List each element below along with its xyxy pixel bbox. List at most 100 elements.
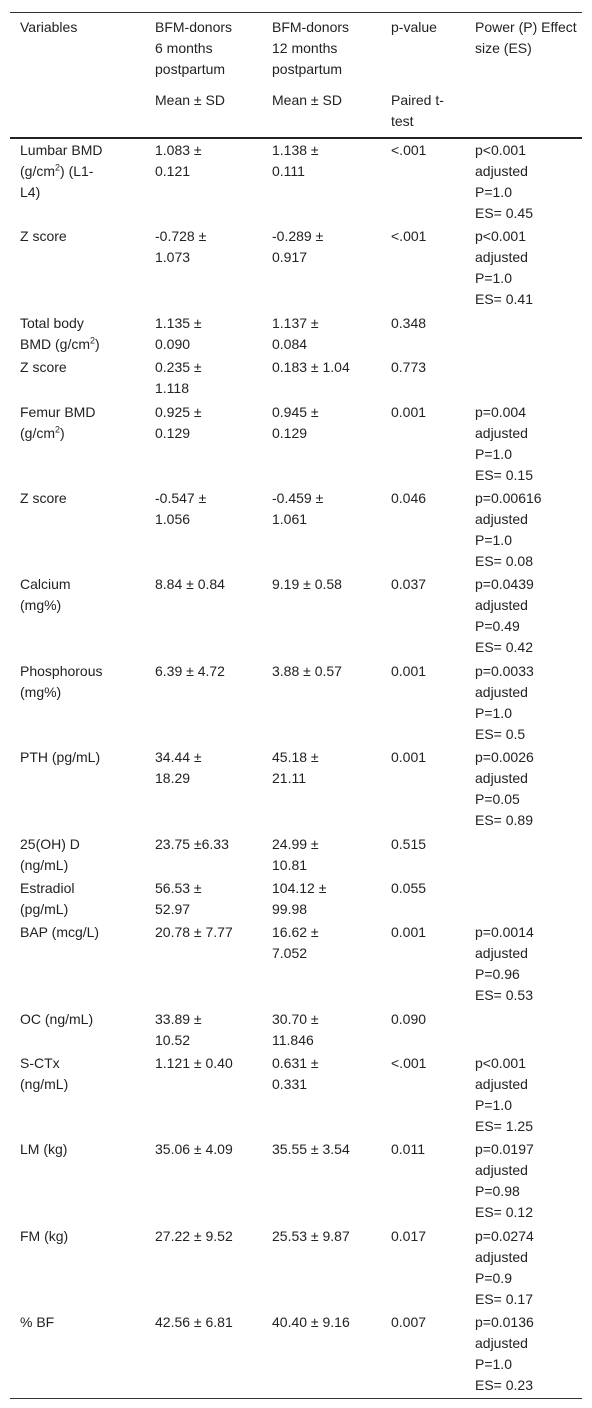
cell-text: Variables — [20, 19, 78, 35]
cell-text: 9.19 ± 0.58 — [272, 576, 342, 593]
cell-line: p=0.0136 — [475, 1314, 534, 1331]
cell-text: 0.007 — [391, 1314, 427, 1331]
cell-text: 0.235 ± 1.118 — [155, 359, 202, 397]
cell-text: 56.53 ± 52.97 — [155, 879, 202, 917]
table-row: Lumbar BMD (g/cm2) (L1-L4) 1.083 ± 0.121 1… — [10, 138, 582, 225]
cell-text: 23.75 ±6.33 — [155, 835, 229, 852]
table-cell: 0.348 — [381, 312, 465, 356]
table-cell: -0.728 ± 1.073 — [145, 225, 262, 311]
table-cell: Estradiol (pg/mL) — [10, 877, 145, 921]
table-cell: 0.183 ± 1.04 — [262, 356, 381, 400]
cell-line: P=1.0 — [475, 531, 512, 548]
header-cell: Variables — [10, 13, 145, 86]
header-cell: Paired t-test — [381, 85, 465, 139]
cell-line: P=0.9 — [475, 1269, 512, 1286]
table-cell: 20.78 ± 7.77 — [145, 921, 262, 1007]
cell-text: <.001 — [391, 228, 427, 245]
cell-text: 0.001 — [391, 403, 427, 420]
table-row: Phosphorous (mg%) 6.39 ± 4.72 3.88 ± 0.57 0… — [10, 660, 582, 746]
table-cell: 0.945 ± 0.129 — [262, 401, 381, 487]
cell-text: 0.001 — [391, 924, 427, 941]
table-cell: LM (kg) — [10, 1138, 145, 1224]
table-cell: 1.138 ± 0.111 — [262, 138, 381, 225]
table-cell: Z score — [10, 225, 145, 311]
cell-text: FM (kg) — [20, 1227, 69, 1244]
table-row: Estradiol (pg/mL) 56.53 ± 52.97 104.12 ± 9… — [10, 877, 582, 921]
table-row: S-CTx (ng/mL) 1.121 ± 0.40 0.631 ± 0.331 <.… — [10, 1052, 582, 1138]
table-cell: 35.06 ± 4.09 — [145, 1138, 262, 1224]
cell-text: 0.925 ± 0.129 — [155, 403, 202, 441]
table-cell: p=0.0136 adjusted P=1.0 ES= 0.23 — [465, 1311, 582, 1398]
table-cell: 23.75 ±6.33 — [145, 833, 262, 877]
cell-text: Z score — [20, 228, 67, 245]
cell-line: ES= 1.25 — [475, 1118, 533, 1135]
cell-text: Paired t-test — [391, 92, 444, 129]
table-cell: 0.001 — [381, 660, 465, 746]
cell-text: 0.011 — [391, 1141, 425, 1158]
cell-line: adjusted — [475, 1335, 528, 1352]
cell-text: 0.055 — [391, 879, 427, 896]
cell-text: 0.631 ± 0.331 — [272, 1055, 319, 1093]
cell-line: ES= 0.45 — [475, 205, 533, 221]
cell-text: p-value — [391, 19, 437, 35]
table-row: 25(OH) D (ng/mL) 23.75 ±6.33 24.99 ± 10.81… — [10, 833, 582, 877]
cell-text: -0.459 ± 1.061 — [272, 489, 324, 527]
table-cell: <.001 — [381, 138, 465, 225]
header-cell: p-value — [381, 13, 465, 86]
superscript: 2 — [55, 162, 61, 173]
cell-line: P=1.0 — [475, 270, 512, 287]
table-cell: 0.046 — [381, 487, 465, 573]
header-cell: Mean ± SD — [145, 85, 262, 139]
cell-text: % BF — [20, 1314, 55, 1331]
header-row: Mean ± SD Mean ± SD Paired t-test — [10, 85, 582, 139]
cell-text: Phosphorous (mg%) — [20, 662, 103, 700]
cell-text: 104.12 ± 99.98 — [272, 879, 327, 917]
cell-line: ES= 0.89 — [475, 812, 533, 829]
cell-text: 1.121 ± 0.40 — [155, 1055, 233, 1072]
cell-line: p=0.00616 — [475, 489, 542, 506]
table-cell: 40.40 ± 9.16 — [262, 1311, 381, 1398]
cell-line: p=0.004 — [475, 403, 526, 420]
table-cell: 42.56 ± 6.81 — [145, 1311, 262, 1398]
table-cell: % BF — [10, 1311, 145, 1398]
cell-text: 0.001 — [391, 662, 427, 679]
table-cell: p<0.001 adjusted P=1.0 ES= 0.41 — [465, 225, 582, 311]
table-cell: Calcium (mg%) — [10, 573, 145, 659]
cell-text: Total body BMD (g/cm — [20, 314, 90, 352]
cell-line: ES= 0.23 — [475, 1377, 533, 1394]
table-cell — [465, 356, 582, 400]
table-cell: S-CTx (ng/mL) — [10, 1052, 145, 1138]
cell-line: P=1.0 — [475, 1097, 512, 1114]
cell-line: ES= 0.17 — [475, 1290, 533, 1307]
cell-text: ) — [95, 335, 100, 352]
cell-text: Z score — [20, 359, 67, 376]
table-cell: 104.12 ± 99.98 — [262, 877, 381, 921]
table-cell: Phosphorous (mg%) — [10, 660, 145, 746]
cell-text: 0.001 — [391, 749, 427, 766]
cell-text: 35.55 ± 3.54 — [272, 1141, 350, 1158]
table-cell: 3.88 ± 0.57 — [262, 660, 381, 746]
cell-text: BFM-donors 12 months postpartum — [272, 19, 350, 77]
table-cell: 0.001 — [381, 746, 465, 832]
table-cell: p=0.0439 adjusted P=0.49 ES= 0.42 — [465, 573, 582, 659]
table-cell: FM (kg) — [10, 1225, 145, 1311]
table-cell: 25(OH) D (ng/mL) — [10, 833, 145, 877]
table-cell: p=0.0026 adjusted P=0.05 ES= 0.89 — [465, 746, 582, 832]
table-cell: Z score — [10, 356, 145, 400]
cell-text: 3.88 ± 0.57 — [272, 662, 342, 679]
table-cell: 0.001 — [381, 921, 465, 1007]
cell-text: LM (kg) — [20, 1141, 68, 1158]
cell-line: P=0.05 — [475, 791, 520, 808]
cell-text: BFM-donors 6 months postpartum — [155, 19, 233, 77]
cell-line: P=1.0 — [475, 704, 512, 721]
table-row: Femur BMD (g/cm2) 0.925 ± 0.129 0.945 ± 0.… — [10, 401, 582, 487]
cell-text: 8.84 ± 0.84 — [155, 576, 225, 593]
table-cell: p=0.00616 adjusted P=1.0 ES= 0.08 — [465, 487, 582, 573]
table-cell: p=0.004 adjusted P=1.0 ES= 0.15 — [465, 401, 582, 487]
cell-text: Mean ± SD — [155, 92, 225, 108]
cell-line: P=1.0 — [475, 184, 512, 200]
table-cell: p<0.001 adjusted P=1.0 ES= 0.45 — [465, 138, 582, 225]
table-row: Z score -0.547 ± 1.056 -0.459 ± 1.061 0.046… — [10, 487, 582, 573]
cell-text: 25.53 ± 9.87 — [272, 1227, 350, 1244]
superscript: 2 — [90, 335, 96, 346]
